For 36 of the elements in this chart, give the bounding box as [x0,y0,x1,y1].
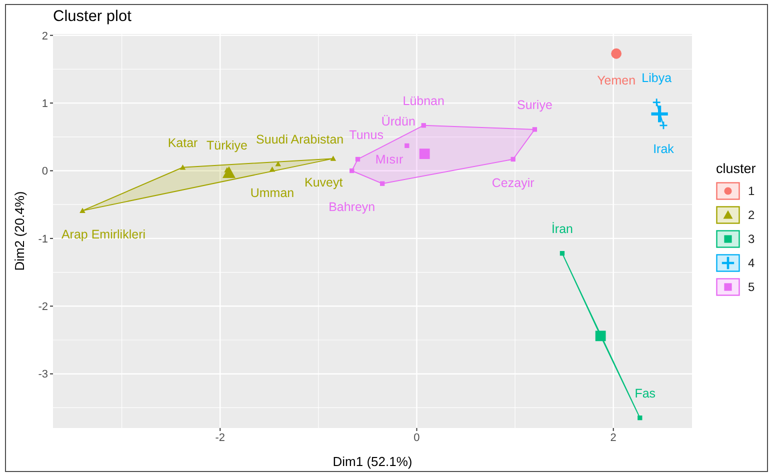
legend-title: cluster [716,160,756,178]
data-label: İran [551,222,574,236]
data-label: Fas [634,386,656,401]
data-label: Türkiye [206,138,248,153]
y-axis-title: Dim2 (20.4%) [12,191,27,271]
data-label: Ürdün [381,114,416,128]
data-label: Arap Emirlikleri [61,228,146,242]
data-label: Tunus [349,128,384,142]
data-label: Yemen [597,73,636,88]
legend-label: 1 [748,184,755,198]
data-label: Irak [653,142,675,156]
y-tick-label: 2 [42,30,48,42]
data-label: Umman [250,186,294,200]
data-label: Katar [168,136,198,150]
x-tick-label: -2 [215,432,226,444]
legend-label: 3 [748,232,755,246]
data-label: Cezayir [492,176,534,190]
x-axis-title: Dim1 (52.1%) [332,454,412,469]
legend-label: 2 [748,208,755,222]
data-label: Lübnan [402,94,445,108]
legend-label: 4 [748,256,755,270]
x-tick-label: 2 [610,432,616,444]
y-tick-label: 1 [42,98,48,110]
chart-title: Cluster plot [53,8,132,26]
data-label: Mısır [375,152,404,166]
data-label: Suriye [516,98,552,112]
y-tick-label: -1 [38,233,48,246]
y-tick-label: -3 [38,368,48,381]
data-label: Suudi Arabistan [256,132,344,147]
data-label: Kuveyt [304,175,344,190]
data-label: Bahreyn [328,200,376,214]
y-tick-label: 0 [42,166,48,178]
legend-label: 5 [748,280,755,294]
data-label: Libya [642,71,672,86]
x-tick-label: 0 [414,432,420,444]
y-tick-label: -2 [38,301,48,314]
